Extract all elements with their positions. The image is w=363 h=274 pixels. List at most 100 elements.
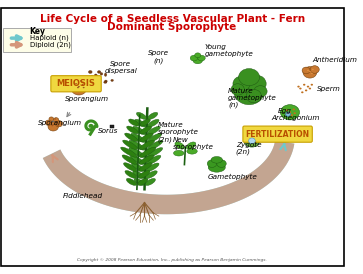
Text: Egg: Egg [278,108,291,114]
Text: MEIOSIS: MEIOSIS [57,79,95,88]
Ellipse shape [129,148,145,158]
Ellipse shape [297,86,300,88]
Ellipse shape [147,126,160,135]
Ellipse shape [53,118,59,122]
Ellipse shape [97,71,101,73]
Text: Dominant Sporophyte: Dominant Sporophyte [107,22,237,32]
Ellipse shape [148,119,159,127]
Text: Key: Key [29,27,45,36]
Ellipse shape [303,84,305,86]
Text: Archegonium: Archegonium [271,115,319,121]
Ellipse shape [140,126,152,134]
Ellipse shape [302,67,310,74]
Ellipse shape [301,91,303,93]
Ellipse shape [133,126,146,135]
Ellipse shape [71,82,86,95]
Ellipse shape [95,81,99,83]
Ellipse shape [139,147,156,157]
Ellipse shape [286,109,288,111]
Ellipse shape [56,122,58,124]
Ellipse shape [140,119,150,126]
Ellipse shape [309,71,311,72]
Ellipse shape [207,160,217,167]
Ellipse shape [123,140,138,150]
Ellipse shape [303,67,317,78]
Ellipse shape [145,178,155,185]
Ellipse shape [309,88,311,90]
Ellipse shape [75,83,77,84]
Ellipse shape [289,111,291,113]
Ellipse shape [187,149,197,154]
Ellipse shape [122,155,137,164]
Text: FERTILIZATION: FERTILIZATION [245,130,310,139]
Ellipse shape [198,55,205,61]
FancyBboxPatch shape [1,8,344,266]
Ellipse shape [78,79,86,85]
Ellipse shape [54,118,56,120]
Ellipse shape [135,119,146,127]
Ellipse shape [82,84,83,85]
Ellipse shape [49,121,51,122]
Ellipse shape [123,163,137,171]
Ellipse shape [311,73,313,74]
Ellipse shape [45,120,52,125]
Ellipse shape [129,119,139,126]
Ellipse shape [88,70,92,73]
Ellipse shape [186,142,196,149]
Ellipse shape [130,155,144,164]
Text: Copyright © 2008 Pearson Education, Inc., publishing as Pearson Benjamin Cumming: Copyright © 2008 Pearson Education, Inc.… [77,258,267,262]
Text: Diploid (2n): Diploid (2n) [30,42,71,48]
Ellipse shape [247,75,266,92]
Ellipse shape [299,88,302,90]
Ellipse shape [244,135,260,147]
Ellipse shape [307,86,309,88]
Ellipse shape [238,68,260,86]
Ellipse shape [293,109,295,110]
Ellipse shape [111,79,114,81]
Bar [110,125,114,129]
Ellipse shape [294,112,296,114]
Ellipse shape [127,126,138,134]
Ellipse shape [52,124,54,125]
FancyBboxPatch shape [3,28,71,52]
Ellipse shape [51,125,53,126]
Ellipse shape [286,112,290,116]
Ellipse shape [121,147,137,157]
Ellipse shape [312,69,314,70]
Ellipse shape [136,112,147,119]
Text: Sporangium: Sporangium [65,96,109,102]
Ellipse shape [147,140,163,150]
Ellipse shape [91,79,94,82]
Ellipse shape [146,171,157,178]
Ellipse shape [138,178,148,185]
Ellipse shape [131,163,144,172]
Ellipse shape [249,138,255,144]
Text: Life Cycle of a Seedless Vascular Plant - Fern: Life Cycle of a Seedless Vascular Plant … [40,14,305,24]
Ellipse shape [104,73,107,76]
Text: Haploid (n): Haploid (n) [30,35,69,41]
Ellipse shape [57,125,59,126]
Ellipse shape [129,140,145,150]
Ellipse shape [307,70,309,71]
Ellipse shape [147,155,161,164]
Ellipse shape [193,56,203,64]
Text: Sperm: Sperm [317,85,340,92]
Ellipse shape [305,90,307,91]
Ellipse shape [310,66,319,73]
Text: Sorus: Sorus [98,128,118,134]
Text: New
sporophyte: New sporophyte [173,137,214,150]
Text: Sporangium: Sporangium [38,120,82,126]
Ellipse shape [55,121,62,127]
Ellipse shape [140,140,155,150]
Ellipse shape [281,105,299,120]
Text: Antheridium: Antheridium [313,57,358,63]
Ellipse shape [94,74,97,76]
Ellipse shape [175,142,184,149]
Ellipse shape [80,80,82,82]
Ellipse shape [138,170,150,178]
Ellipse shape [125,133,138,142]
Ellipse shape [195,53,201,58]
Ellipse shape [139,163,152,171]
Ellipse shape [211,156,223,163]
Ellipse shape [311,84,313,86]
